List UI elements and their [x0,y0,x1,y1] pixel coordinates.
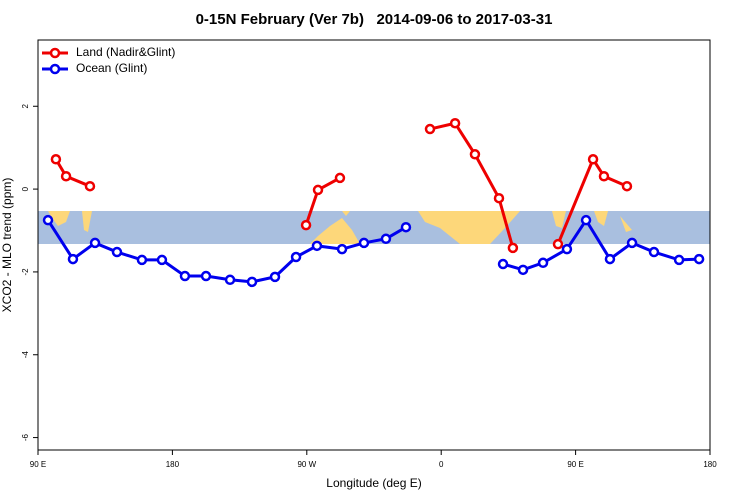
legend-label: Land (Nadir&Glint) [76,45,175,59]
data-point [400,221,412,233]
y-tick-label: -6 [21,433,30,441]
x-tick-label: 90 W [297,460,316,469]
y-tick-label: 2 [21,103,30,108]
data-point [380,233,392,245]
map-ocean-strip [38,211,710,244]
map-land [48,211,632,244]
data-point [693,253,705,265]
series-line [502,217,700,272]
x-tick-label: 90 E [567,460,583,469]
data-point [493,192,505,204]
series-line [54,158,91,188]
data-point [424,123,436,135]
legend-marker [49,47,61,59]
legend-marker [49,63,61,75]
data-point [311,240,323,252]
data-point [224,274,236,286]
x-tick-label: 180 [703,460,717,469]
data-point [449,117,461,129]
data-point [60,171,72,182]
data-point [334,172,346,184]
data-point [561,243,573,255]
data-point [200,270,212,282]
legend-label: Ocean (Glint) [76,61,147,75]
data-point [497,258,509,270]
data-point [580,214,592,226]
x-tick-label: 180 [166,460,180,469]
x-tick-label: 90 E [30,460,46,469]
y-axis-label: XCO2 - MLO trend (ppm) [0,178,14,313]
data-point [290,251,302,263]
data-point [300,219,312,231]
data-point [67,253,79,265]
data-point [517,264,529,276]
data-point [507,242,519,254]
data-point [42,214,54,226]
data-point [604,253,616,265]
data-point [648,246,660,258]
data-point [84,180,96,192]
y-tick-label: -4 [21,351,30,359]
data-point [469,149,481,160]
data-point [136,254,148,266]
data-point [111,246,123,258]
data-point [537,257,549,269]
data-point [156,254,168,266]
plot-frame [37,39,711,451]
data-point [50,154,62,165]
data-point [336,243,348,255]
y-tick-label: 0 [21,186,30,191]
data-point [587,154,599,165]
data-point [358,237,370,249]
data-point [626,237,638,249]
x-tick-label: 0 [439,460,444,469]
y-tick-label: -2 [21,268,30,276]
data-point [179,270,191,282]
series-line [556,156,628,245]
data-point [673,254,685,266]
x-axis-label: Longitude (deg E) [326,476,421,490]
data-point [598,171,610,182]
data-point [89,237,101,249]
data-point [246,276,258,288]
data-point [552,238,564,250]
data-point [621,180,633,192]
chart-title: 0-15N February (Ver 7b) 2014-09-06 to 20… [196,11,553,28]
data-point [312,184,324,196]
data-point [269,271,281,283]
